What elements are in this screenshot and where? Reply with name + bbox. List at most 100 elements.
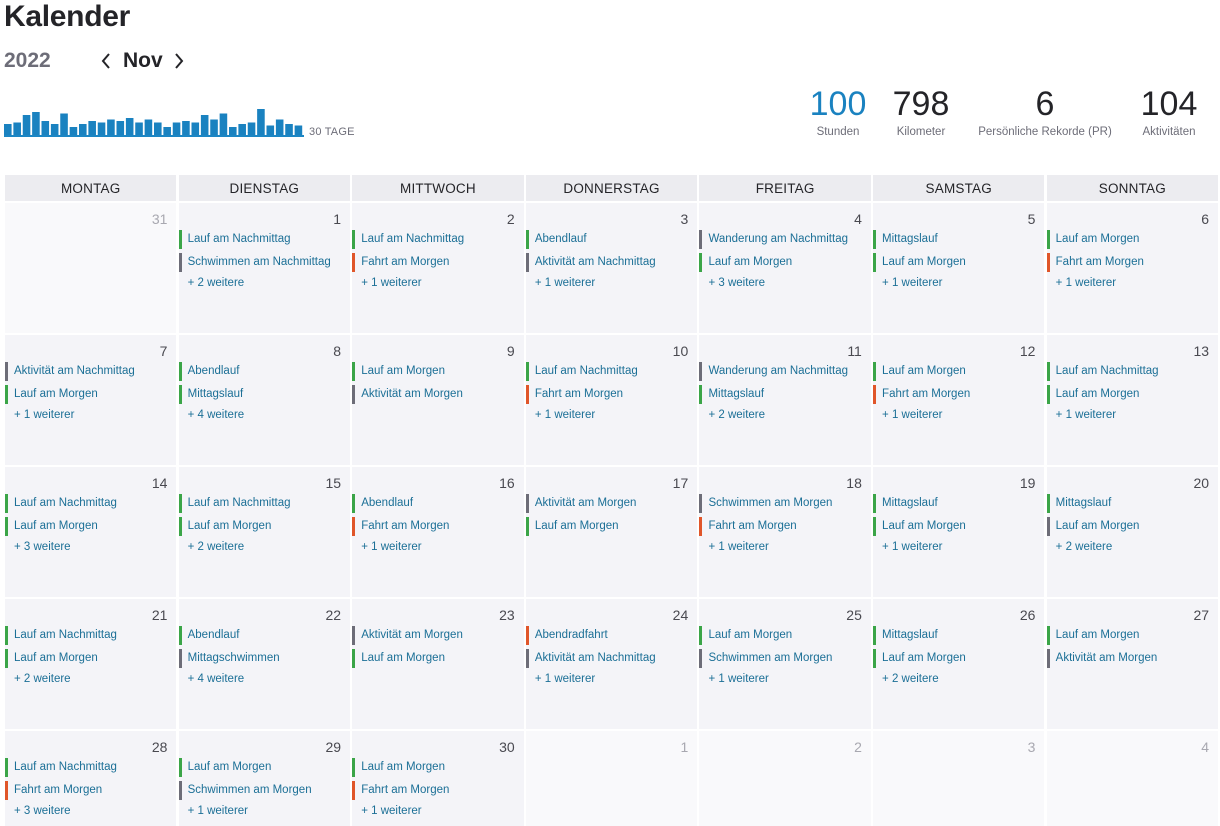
activity-link[interactable]: Fahrt am Morgen [5, 781, 176, 800]
activity-link[interactable]: Fahrt am Morgen [873, 385, 1044, 404]
activity-link[interactable]: Schwimmen am Morgen [178, 781, 350, 800]
activity-link[interactable]: Fahrt am Morgen [352, 517, 523, 536]
activity-link[interactable]: Mittagslauf [873, 494, 1044, 513]
activity-link[interactable]: Lauf am Morgen [1046, 230, 1218, 249]
more-activities-link[interactable]: + 1 weiterer [187, 805, 249, 817]
more-activities-link[interactable]: + 1 weiterer [708, 541, 769, 553]
more-activities-link[interactable]: + 1 weiterer [361, 277, 422, 289]
activity-link[interactable]: Mittagslauf [178, 385, 350, 404]
activity-link[interactable]: Lauf am Morgen [873, 649, 1044, 668]
activity-link[interactable]: Fahrt am Morgen [1046, 253, 1218, 272]
activity-link[interactable]: Schwimmen am Nachmittag [178, 253, 350, 272]
activity-name: Lauf am Morgen [708, 256, 793, 268]
activity-name: Lauf am Morgen [1055, 388, 1140, 400]
more-activities-link[interactable]: + 1 weiterer [534, 277, 596, 289]
activity-link[interactable]: Abendlauf [178, 626, 350, 645]
activity-link[interactable]: Lauf am Morgen [178, 517, 350, 536]
activity-link[interactable]: Fahrt am Morgen [352, 781, 523, 800]
activity-link[interactable]: Lauf am Morgen [873, 517, 1044, 536]
more-activities-link[interactable]: + 1 weiterer [882, 541, 943, 553]
more-activities-link[interactable]: + 1 weiterer [361, 541, 422, 553]
activity-link[interactable]: Lauf am Morgen [699, 626, 870, 645]
more-activities-link[interactable]: + 2 weitere [1055, 541, 1113, 553]
more-activities-link[interactable]: + 2 weitere [708, 409, 766, 421]
activity-link[interactable]: Lauf am Nachmittag [5, 626, 176, 645]
activity-link[interactable]: Lauf am Morgen [178, 758, 350, 777]
activity-link[interactable]: Lauf am Morgen [352, 758, 523, 777]
activity-link[interactable]: Fahrt am Morgen [352, 253, 523, 272]
activity-link[interactable]: Aktivität am Nachmittag [525, 649, 697, 668]
activity-link[interactable]: Lauf am Morgen [1046, 626, 1218, 645]
more-activities-link[interactable]: + 1 weiterer [361, 805, 422, 817]
more-activities-link[interactable]: + 1 weiterer [1055, 277, 1117, 289]
more-activities-link[interactable]: + 2 weitere [882, 673, 939, 685]
more-activities-link[interactable]: + 1 weiterer [534, 409, 596, 421]
activity-link[interactable]: Aktivität am Morgen [352, 385, 523, 404]
activity-link[interactable]: Lauf am Nachmittag [5, 758, 176, 777]
activity-link[interactable]: Abendlauf [178, 362, 350, 381]
more-activities-link[interactable]: + 4 weitere [187, 673, 245, 685]
day-number: 3 [1027, 739, 1036, 755]
more-activities-link[interactable]: + 3 weitere [14, 541, 71, 553]
activity-link[interactable]: Lauf am Nachmittag [178, 230, 350, 249]
activity-link[interactable]: Mittagschwimmen [178, 649, 350, 668]
activity-link[interactable]: Mittagslauf [1046, 494, 1218, 513]
more-activities-link[interactable]: + 1 weiterer [882, 409, 943, 421]
activity-link[interactable]: Lauf am Morgen [873, 253, 1044, 272]
activity-link[interactable]: Wanderung am Nachmittag [699, 362, 870, 381]
day-number: 30 [499, 739, 515, 755]
activity-type-marker [352, 230, 356, 249]
more-activities-link[interactable]: + 1 weiterer [882, 277, 943, 289]
activity-link[interactable]: Lauf am Nachmittag [525, 362, 697, 381]
activity-link[interactable]: Abendlauf [352, 494, 523, 513]
activity-link[interactable]: Lauf am Morgen [525, 517, 697, 536]
activity-link[interactable]: Aktivität am Nachmittag [5, 362, 176, 381]
activity-link[interactable]: Mittagslauf [873, 230, 1044, 249]
more-activities-link[interactable]: + 2 weitere [187, 277, 245, 289]
more-activities-link[interactable]: + 1 weiterer [1055, 409, 1117, 421]
activity-link[interactable]: Fahrt am Morgen [699, 517, 870, 536]
next-month-button[interactable] [172, 51, 186, 71]
weekday-header: SONNTAG [1046, 175, 1219, 201]
activity-link[interactable]: Aktivität am Morgen [525, 494, 697, 513]
activity-link[interactable]: Schwimmen am Morgen [699, 649, 870, 668]
activity-link[interactable]: Aktivität am Morgen [1046, 649, 1218, 668]
activity-link[interactable]: Schwimmen am Morgen [699, 494, 870, 513]
activity-link[interactable]: Mittagslauf [699, 385, 870, 404]
activity-link[interactable]: Lauf am Nachmittag [352, 230, 523, 249]
activity-link[interactable]: Lauf am Morgen [1046, 517, 1218, 536]
activity-link[interactable]: Abendlauf [525, 230, 697, 249]
activity-link[interactable]: Lauf am Morgen [352, 649, 523, 668]
day-number: 9 [506, 343, 515, 359]
more-activities-link[interactable]: + 2 weitere [187, 541, 245, 553]
activity-link[interactable]: Lauf am Morgen [352, 362, 523, 381]
activity-link[interactable]: Wanderung am Nachmittag [699, 230, 870, 249]
week-row: 28 Lauf am Nachmittag Fahrt am Morgen + 3 w… [5, 731, 1219, 826]
activity-link[interactable]: Lauf am Nachmittag [178, 494, 350, 513]
activity-link[interactable]: Fahrt am Morgen [525, 385, 697, 404]
activity-link[interactable]: Lauf am Morgen [5, 517, 176, 536]
more-activities-link[interactable]: + 4 weitere [187, 409, 245, 421]
prev-month-button[interactable] [99, 51, 113, 71]
more-activities-link[interactable]: + 1 weiterer [534, 673, 596, 685]
activity-link[interactable]: Aktivität am Morgen [352, 626, 523, 645]
activity-link[interactable]: Lauf am Morgen [699, 253, 870, 272]
activity-link[interactable]: Lauf am Morgen [1046, 385, 1218, 404]
activity-link[interactable]: Lauf am Morgen [5, 649, 176, 668]
activity-type-marker [178, 362, 182, 381]
activity-link[interactable]: Lauf am Morgen [873, 362, 1044, 381]
more-activities-link[interactable]: + 3 weitere [14, 805, 71, 817]
activity-name: Schwimmen am Morgen [708, 652, 833, 664]
more-activities-link[interactable]: + 2 weitere [14, 673, 71, 685]
more-activities-link[interactable]: + 1 weiterer [14, 409, 75, 421]
activity-link[interactable]: Lauf am Nachmittag [1046, 362, 1218, 381]
activity-link[interactable]: Lauf am Nachmittag [5, 494, 176, 513]
more-activities-link[interactable]: + 1 weiterer [708, 673, 769, 685]
day-number: 24 [672, 607, 689, 623]
activity-link[interactable]: Abendradfahrt [525, 626, 697, 645]
more-activities-link[interactable]: + 3 weitere [708, 277, 766, 289]
activity-link[interactable]: Aktivität am Nachmittag [525, 253, 697, 272]
activity-link[interactable]: Lauf am Morgen [5, 385, 176, 404]
calendar-day: 8 Abendlauf Mittagslauf + 4 weitere [178, 335, 351, 465]
activity-link[interactable]: Mittagslauf [873, 626, 1044, 645]
